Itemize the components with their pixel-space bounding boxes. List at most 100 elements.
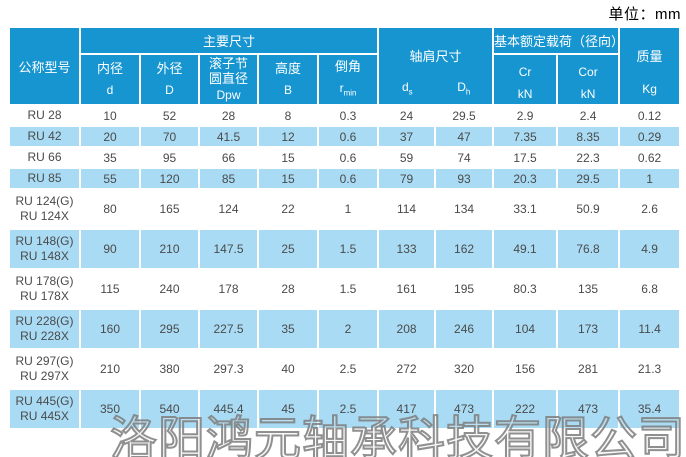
cell-Cor: 22.3: [556, 146, 621, 169]
cell-model: RU 66: [8, 146, 81, 169]
cell-D: 165: [139, 188, 200, 230]
cell-d: 115: [79, 268, 141, 310]
cell-ds: 208: [377, 308, 437, 350]
cell-Cr: 104: [492, 308, 559, 350]
cell-model: RU 28: [8, 104, 81, 127]
cell-Dpw: 178: [198, 268, 259, 310]
header-cr: Cr kN: [492, 53, 559, 106]
table-row: RU 42 20 70 41.5 12 0.6 37 47 7.35 8.35 …: [8, 125, 682, 148]
cell-D: 240: [139, 268, 200, 310]
mass-label: 质量: [636, 49, 663, 64]
cell-Dh: 162: [434, 228, 495, 270]
cell-rmin: 1.5: [316, 228, 380, 270]
cell-Cor: 281: [556, 348, 621, 390]
cell-D: 380: [139, 348, 200, 390]
header-outer-diameter: 外径 D: [139, 53, 200, 106]
cell-D: 120: [139, 167, 200, 190]
cell-B: 25: [257, 228, 319, 270]
header-basic-load-rating: 基本额定载荷（径向）: [492, 26, 621, 55]
cell-Dh: 74: [434, 146, 495, 169]
table-body: RU 28 10 52 28 8 0.3 24 29.5 2.9 2.4 0.1…: [8, 104, 682, 430]
cell-model: RU 148(G) RU 148X: [8, 228, 81, 270]
cell-model: RU 228(G) RU 228X: [8, 308, 81, 350]
cell-Dpw: 28: [198, 104, 259, 127]
cell-Cr: 80.3: [492, 268, 559, 310]
cell-Cr: 17.5: [492, 146, 559, 169]
cell-D: 210: [139, 228, 200, 270]
cell-Cor: 29.5: [556, 167, 621, 190]
cell-rmin: 0.6: [316, 167, 380, 190]
cell-Dpw: 41.5: [198, 125, 259, 148]
cell-Dh: 134: [434, 188, 495, 230]
cell-d: 10: [79, 104, 141, 127]
cell-model: RU 445(G) RU 445X: [8, 388, 81, 430]
cell-ds: 272: [377, 348, 437, 390]
header-height: 高度 B: [257, 53, 319, 106]
header-bore-diameter: 内径 d: [79, 53, 141, 106]
cell-D: 540: [139, 388, 200, 430]
cell-Cr: 156: [492, 348, 559, 390]
cell-Kg: 0.62: [618, 146, 682, 169]
cell-Dh: 93: [434, 167, 495, 190]
cell-Kg: 1: [618, 167, 682, 190]
header-main-dimensions: 主要尺寸: [78, 26, 380, 55]
table-row: RU 445(G) RU 445X 350 540 445.4 45 2.5 41…: [8, 388, 682, 430]
cell-B: 40: [257, 348, 319, 390]
header-roller-pitch-diameter: 滚子节 圆直径 Dpw: [198, 53, 259, 106]
cell-B: 22: [257, 188, 319, 230]
cell-rmin: 0.6: [316, 146, 380, 169]
cell-Dh: 473: [434, 388, 495, 430]
cell-model: RU 178(G) RU 178X: [8, 268, 81, 310]
cell-D: 70: [139, 125, 200, 148]
header-cor: Cor kN: [556, 53, 621, 106]
unit-label: 单位：mm: [608, 6, 681, 23]
cell-Cor: 8.35: [556, 125, 621, 148]
cell-ds: 161: [377, 268, 437, 310]
cell-d: 350: [79, 388, 141, 430]
cell-Dh: 320: [434, 348, 495, 390]
cell-Dh: 195: [434, 268, 495, 310]
cell-rmin: 2.5: [316, 388, 380, 430]
cell-D: 295: [139, 308, 200, 350]
cell-Dpw: 445.4: [198, 388, 259, 430]
header-mass: 质量 Kg: [618, 26, 682, 106]
cell-B: 8: [257, 104, 319, 127]
cell-B: 15: [257, 146, 319, 169]
cell-Kg: 2.6: [618, 188, 682, 230]
table-row: RU 228(G) RU 228X 160 295 227.5 35 2 208 …: [8, 308, 682, 350]
cell-rmin: 2: [316, 308, 380, 350]
cell-Kg: 0.12: [618, 104, 682, 127]
cell-Kg: 11.4: [618, 308, 682, 350]
cell-Dpw: 66: [198, 146, 259, 169]
cell-ds: 133: [377, 228, 437, 270]
cell-ds: 37: [377, 125, 437, 148]
cell-rmin: 1.5: [316, 268, 380, 310]
cell-ds: 79: [377, 167, 437, 190]
cell-Cor: 473: [556, 388, 621, 430]
cell-Cr: 2.9: [492, 104, 559, 127]
cell-Kg: 35.4: [618, 388, 682, 430]
cell-rmin: 0.3: [316, 104, 380, 127]
cell-Dh: 47: [434, 125, 495, 148]
header-shoulder-dimensions: 轴肩尺寸 ds Dh: [377, 26, 495, 106]
cell-d: 55: [79, 167, 141, 190]
cell-rmin: 2.5: [316, 348, 380, 390]
cell-rmin: 0.6: [316, 125, 380, 148]
cell-Dpw: 124: [198, 188, 259, 230]
cell-Cr: 33.1: [492, 188, 559, 230]
table-header: 公称型号 主要尺寸 轴肩尺寸 ds Dh 基本额定载荷（径向） 质量 Kg 内: [8, 26, 682, 106]
cell-ds: 417: [377, 388, 437, 430]
cell-rmin: 1: [316, 188, 380, 230]
cell-Cr: 49.1: [492, 228, 559, 270]
cell-Cr: 222: [492, 388, 559, 430]
cell-B: 35: [257, 308, 319, 350]
cell-d: 35: [79, 146, 141, 169]
cell-Kg: 6.8: [618, 268, 682, 310]
cell-Cor: 135: [556, 268, 621, 310]
table-row: RU 148(G) RU 148X 90 210 147.5 25 1.5 133…: [8, 228, 682, 270]
cell-Cor: 2.4: [556, 104, 621, 127]
cell-B: 12: [257, 125, 319, 148]
cell-model: RU 42: [8, 125, 81, 148]
cell-ds: 24: [377, 104, 437, 127]
